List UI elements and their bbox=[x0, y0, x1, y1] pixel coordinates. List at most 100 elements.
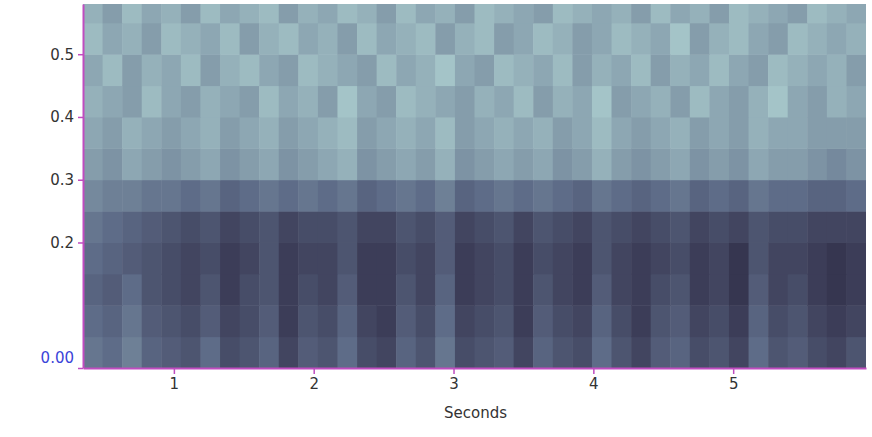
heatmap-cell bbox=[337, 117, 357, 149]
heatmap-cell bbox=[788, 211, 808, 243]
heatmap-cell bbox=[455, 54, 475, 86]
heatmap-cell bbox=[592, 242, 612, 274]
heatmap-cell bbox=[416, 23, 436, 55]
heatmap-cell bbox=[572, 148, 592, 180]
heatmap-cell bbox=[592, 86, 612, 118]
heatmap-cell bbox=[631, 180, 651, 212]
heatmap-cell bbox=[455, 211, 475, 243]
heatmap-cell bbox=[827, 274, 847, 306]
heatmap-cell bbox=[612, 54, 632, 86]
heatmap-cell bbox=[435, 337, 455, 368]
y-axis-tick-label: 0.3 bbox=[50, 171, 74, 189]
heatmap-cell bbox=[200, 274, 220, 306]
heatmap-cell bbox=[690, 337, 710, 368]
heatmap-cell bbox=[142, 274, 162, 306]
heatmap-cell bbox=[318, 211, 338, 243]
heatmap-cell bbox=[357, 54, 377, 86]
heatmap-cell bbox=[416, 180, 436, 212]
heatmap-cell bbox=[670, 337, 690, 368]
heatmap-cell bbox=[846, 117, 866, 149]
heatmap-cell bbox=[181, 4, 201, 23]
heatmap-cell bbox=[279, 242, 299, 274]
heatmap-cell bbox=[103, 54, 123, 86]
heatmap-cell bbox=[749, 242, 769, 274]
heatmap-cell bbox=[709, 242, 729, 274]
heatmap-cell bbox=[259, 4, 279, 23]
heatmap-cell bbox=[220, 211, 240, 243]
heatmap-cell bbox=[827, 54, 847, 86]
heatmap-cell bbox=[494, 242, 514, 274]
heatmap-cell bbox=[788, 274, 808, 306]
heatmap-cell bbox=[533, 23, 553, 55]
heatmap-cell bbox=[181, 180, 201, 212]
heatmap-cell bbox=[357, 117, 377, 149]
heatmap-cell bbox=[631, 4, 651, 23]
heatmap-cell bbox=[709, 4, 729, 23]
heatmap-cell bbox=[396, 23, 416, 55]
heatmap-cell bbox=[83, 211, 103, 243]
heatmap-cell bbox=[318, 305, 338, 337]
heatmap-cell bbox=[729, 274, 749, 306]
heatmap-cell bbox=[612, 86, 632, 118]
heatmap-cell bbox=[592, 337, 612, 368]
heatmap-cell bbox=[161, 337, 181, 368]
heatmap-cell bbox=[142, 242, 162, 274]
heatmap-cell bbox=[298, 86, 318, 118]
heatmap-cell bbox=[259, 305, 279, 337]
heatmap-cell bbox=[279, 23, 299, 55]
heatmap-cell bbox=[200, 148, 220, 180]
heatmap-cell bbox=[455, 86, 475, 118]
heatmap-cell bbox=[435, 86, 455, 118]
heatmap-cell bbox=[200, 180, 220, 212]
heatmap-cell bbox=[259, 211, 279, 243]
heatmap-cell bbox=[475, 242, 495, 274]
heatmap-cell bbox=[357, 4, 377, 23]
heatmap-cell bbox=[357, 148, 377, 180]
heatmap-cell bbox=[142, 54, 162, 86]
heatmap-cell bbox=[651, 4, 671, 23]
heatmap-cell bbox=[377, 274, 397, 306]
heatmap-cell bbox=[103, 117, 123, 149]
heatmap-cell bbox=[416, 54, 436, 86]
heatmap-cell bbox=[749, 337, 769, 368]
heatmap-cell bbox=[259, 337, 279, 368]
heatmap-cell bbox=[279, 180, 299, 212]
heatmap-cell bbox=[533, 117, 553, 149]
heatmap-cell bbox=[807, 305, 827, 337]
heatmap-cell bbox=[83, 242, 103, 274]
x-axis-tick-mark bbox=[453, 368, 455, 374]
heatmap-cell bbox=[788, 180, 808, 212]
heatmap-cell bbox=[220, 117, 240, 149]
y-axis-line bbox=[83, 5, 85, 369]
heatmap-cell bbox=[651, 242, 671, 274]
heatmap-cell bbox=[220, 180, 240, 212]
heatmap-cell bbox=[161, 211, 181, 243]
heatmap-cell bbox=[318, 148, 338, 180]
y-axis-tick-mark bbox=[78, 242, 83, 244]
heatmap-cell bbox=[572, 54, 592, 86]
heatmap-cell bbox=[240, 337, 260, 368]
heatmap-cell bbox=[827, 337, 847, 368]
heatmap-cell bbox=[709, 274, 729, 306]
heatmap-cell bbox=[768, 337, 788, 368]
heatmap-cell bbox=[161, 54, 181, 86]
heatmap-cell bbox=[416, 148, 436, 180]
heatmap-cell bbox=[709, 148, 729, 180]
heatmap-cell bbox=[709, 23, 729, 55]
heatmap-cell bbox=[533, 211, 553, 243]
heatmap-cell bbox=[298, 54, 318, 86]
heatmap-cell bbox=[396, 337, 416, 368]
heatmap-cell bbox=[846, 242, 866, 274]
heatmap-cell bbox=[200, 23, 220, 55]
heatmap-cell bbox=[103, 305, 123, 337]
heatmap-cell bbox=[514, 274, 534, 306]
heatmap-cell bbox=[749, 305, 769, 337]
heatmap-cell bbox=[396, 180, 416, 212]
heatmap-cell bbox=[807, 148, 827, 180]
x-axis-tick: 5 bbox=[729, 368, 739, 393]
heatmap-cell bbox=[572, 86, 592, 118]
heatmap-cell bbox=[103, 23, 123, 55]
heatmap-cell bbox=[651, 337, 671, 368]
heatmap-cell bbox=[122, 4, 142, 23]
heatmap-cell bbox=[103, 242, 123, 274]
